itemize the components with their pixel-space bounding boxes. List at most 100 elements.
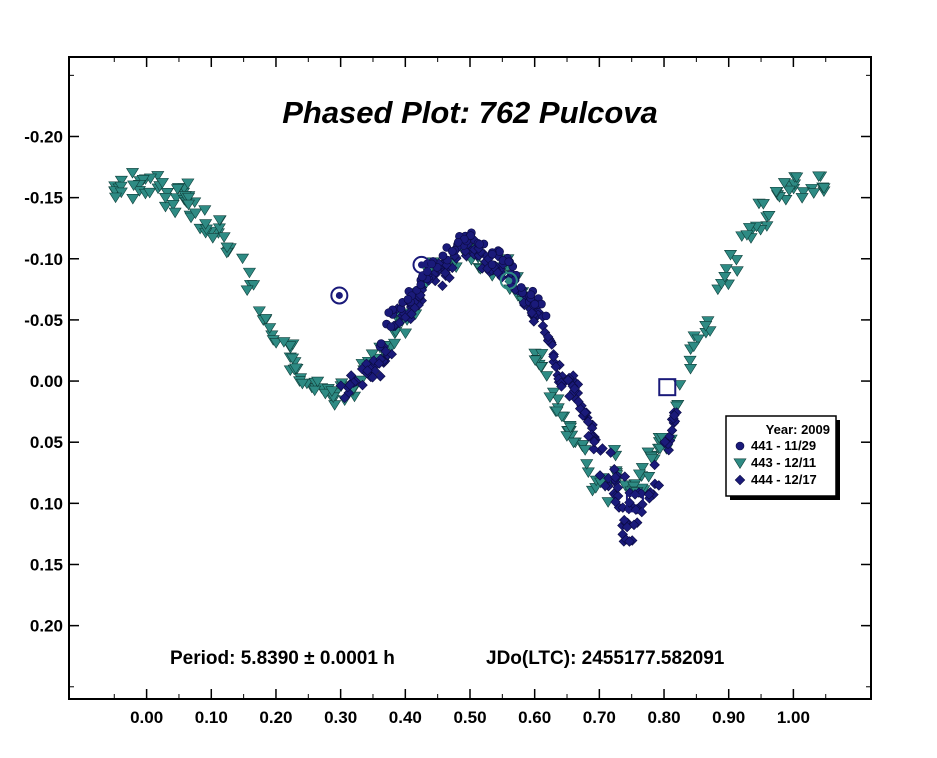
data-point-443 xyxy=(670,401,684,413)
data-point-444 xyxy=(610,496,621,508)
x-tick-label: 0.80 xyxy=(647,708,680,727)
data-point-443 xyxy=(109,192,123,204)
data-point-443 xyxy=(308,385,322,397)
data-point-441 xyxy=(448,246,457,256)
highlight-square xyxy=(625,494,644,513)
data-point-444 xyxy=(406,308,417,320)
y-tick-label: -0.15 xyxy=(24,189,63,208)
legend-entries: 441 - 11/29 443 - 12/11 444 - 12/17 xyxy=(733,438,817,487)
data-point-441 xyxy=(504,257,514,267)
data-point-444 xyxy=(573,396,584,407)
data-point-444 xyxy=(548,351,559,362)
x-tick-label: 0.10 xyxy=(195,708,228,727)
data-point-443 xyxy=(114,175,128,187)
data-point-443 xyxy=(181,199,196,211)
data-point-443 xyxy=(199,219,213,230)
data-point-444 xyxy=(583,430,594,442)
data-point-443 xyxy=(540,371,554,382)
data-point-444 xyxy=(356,363,368,375)
data-point-441 xyxy=(384,308,394,317)
x-tick-label: 0.70 xyxy=(583,708,616,727)
data-point-444 xyxy=(643,489,655,500)
legend-title: Year: 2009 xyxy=(766,422,830,437)
data-point-443 xyxy=(782,185,796,197)
chart-title: Phased Plot: 762 Pulcova xyxy=(282,95,658,130)
x-tick-label: 0.00 xyxy=(130,708,163,727)
data-point-443 xyxy=(730,266,744,277)
data-point-443 xyxy=(718,271,732,283)
data-point-443 xyxy=(170,184,185,195)
data-point-443 xyxy=(158,193,173,204)
y-tick-label: -0.05 xyxy=(24,311,63,330)
data-point-441 xyxy=(376,339,386,348)
data-point-444 xyxy=(440,267,451,279)
data-point-444 xyxy=(582,416,594,427)
data-point-443 xyxy=(168,207,182,219)
data-point-443 xyxy=(653,443,667,455)
data-point-443 xyxy=(283,341,297,352)
data-point-444 xyxy=(550,361,562,372)
data-point-443 xyxy=(217,232,231,243)
y-axis-ticks: -0.20 -0.15 -0.10 -0.05 0.00 0.05 0.10 0.15 0.20 xyxy=(24,74,871,688)
data-point-443 xyxy=(325,386,339,397)
data-point-444 xyxy=(623,503,635,515)
data-point-441 xyxy=(526,290,536,300)
data-point-441 xyxy=(495,247,504,256)
data-point-443 xyxy=(581,467,595,479)
data-point-443 xyxy=(286,353,300,365)
data-point-443 xyxy=(220,242,234,254)
x-tick-label: 0.30 xyxy=(324,708,357,727)
epoch-annotation: JDo(LTC): 2455177.582091 xyxy=(486,648,725,669)
data-point-444 xyxy=(335,380,347,391)
data-point-444 xyxy=(460,250,472,261)
data-point-444 xyxy=(666,425,678,436)
data-point-443 xyxy=(166,200,180,211)
data-point-441 xyxy=(475,239,484,249)
y-tick-label: 0.10 xyxy=(30,494,63,513)
data-point-444 xyxy=(542,331,554,343)
data-point-443 xyxy=(645,453,659,465)
data-point-443 xyxy=(188,208,202,220)
points-layer xyxy=(108,168,831,547)
data-point-444 xyxy=(556,381,567,392)
data-point-441 xyxy=(453,237,463,247)
data-point-444 xyxy=(357,379,368,391)
data-point-443 xyxy=(206,233,220,244)
data-point-443 xyxy=(143,187,157,199)
y-tick-label: 0.00 xyxy=(30,372,63,391)
data-point-443 xyxy=(311,376,325,388)
data-point-444 xyxy=(619,471,631,482)
data-point-443 xyxy=(733,458,747,469)
data-point-443 xyxy=(632,469,647,481)
y-tick-label: 0.20 xyxy=(30,617,63,636)
data-point-443 xyxy=(807,188,821,199)
data-point-443 xyxy=(812,171,826,182)
data-point-443 xyxy=(742,223,756,234)
legend-box xyxy=(725,415,837,497)
data-point-444 xyxy=(588,443,600,455)
x-tick-label: 0.90 xyxy=(712,708,745,727)
data-point-443 xyxy=(635,463,649,474)
data-point-444 xyxy=(367,372,378,383)
data-point-441 xyxy=(735,441,745,451)
data-point-443 xyxy=(181,178,195,190)
data-point-441 xyxy=(487,260,497,269)
data-point-443 xyxy=(580,459,594,470)
data-point-444 xyxy=(653,480,665,491)
data-point-444 xyxy=(610,472,621,483)
data-point-443 xyxy=(687,341,701,353)
data-point-444 xyxy=(373,358,385,369)
data-point-443 xyxy=(779,195,793,206)
data-point-444 xyxy=(589,436,600,448)
data-point-444 xyxy=(663,444,674,456)
data-point-444 xyxy=(569,383,580,394)
data-point-443 xyxy=(114,181,128,193)
data-point-443 xyxy=(683,355,697,367)
data-point-443 xyxy=(769,186,783,198)
data-point-443 xyxy=(642,471,656,483)
data-point-444 xyxy=(594,470,606,481)
data-point-443 xyxy=(555,411,569,423)
highlight-square xyxy=(658,378,677,397)
data-point-444 xyxy=(619,514,630,526)
data-point-443 xyxy=(318,388,332,400)
